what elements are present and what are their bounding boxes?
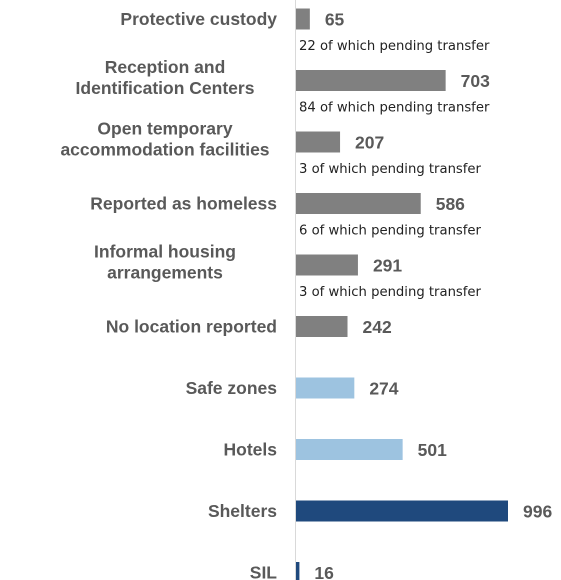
category-label: Informal housing arrangements bbox=[94, 242, 236, 283]
category-label-line: Shelters bbox=[208, 501, 277, 521]
category-label: Hotels bbox=[224, 440, 278, 460]
bar bbox=[296, 439, 403, 460]
category-label-line: Hotels bbox=[224, 440, 278, 460]
bar bbox=[296, 70, 446, 91]
category-label-line: Identification Centers bbox=[76, 78, 255, 98]
data-label: 242 bbox=[363, 317, 392, 337]
category-label: Open temporary accommodation facilities bbox=[60, 119, 269, 160]
annotation-note: 3 of which pending transfer bbox=[299, 162, 482, 177]
category-label-line: arrangements bbox=[107, 263, 223, 283]
category-label: Reception and Identification Centers bbox=[76, 57, 255, 98]
data-label: 274 bbox=[369, 379, 398, 399]
category-label-line: SIL bbox=[250, 563, 278, 580]
category-label-line: Open temporary bbox=[97, 119, 232, 139]
category-label-line: No location reported bbox=[106, 317, 277, 337]
data-label: 501 bbox=[418, 440, 447, 460]
category-label-line: Protective custody bbox=[120, 9, 277, 29]
annotation-note: 22 of which pending transfer bbox=[299, 39, 490, 54]
annotation-note: 84 of which pending transfer bbox=[299, 101, 490, 116]
category-label-line: Reception and bbox=[105, 57, 226, 77]
category-label-line: Safe zones bbox=[186, 378, 278, 398]
data-label: 291 bbox=[373, 256, 402, 276]
bar bbox=[296, 8, 310, 30]
bar bbox=[296, 193, 421, 214]
bar bbox=[296, 377, 355, 399]
category-label: Reported as homeless bbox=[90, 194, 277, 214]
category-label: Shelters bbox=[208, 501, 277, 521]
category-label-line: accommodation facilities bbox=[60, 140, 269, 160]
data-label: 16 bbox=[314, 563, 334, 580]
data-label: 996 bbox=[523, 502, 552, 522]
category-label: SIL bbox=[250, 563, 278, 580]
bar bbox=[296, 500, 508, 522]
data-label: 207 bbox=[355, 133, 384, 153]
data-label: 65 bbox=[325, 10, 345, 30]
annotation-note: 6 of which pending transfer bbox=[299, 224, 482, 239]
category-label: No location reported bbox=[106, 317, 277, 337]
bar bbox=[296, 316, 348, 337]
bar bbox=[296, 254, 358, 276]
category-label: Protective custody bbox=[120, 9, 277, 29]
data-label: 586 bbox=[436, 194, 465, 214]
bar bbox=[296, 562, 300, 580]
data-label: 703 bbox=[461, 71, 490, 91]
bar bbox=[296, 131, 341, 153]
category-label-line: Informal housing bbox=[94, 242, 236, 262]
annotation-note: 3 of which pending transfer bbox=[299, 285, 482, 300]
category-label-line: Reported as homeless bbox=[90, 194, 277, 214]
category-label: Safe zones bbox=[186, 378, 278, 398]
